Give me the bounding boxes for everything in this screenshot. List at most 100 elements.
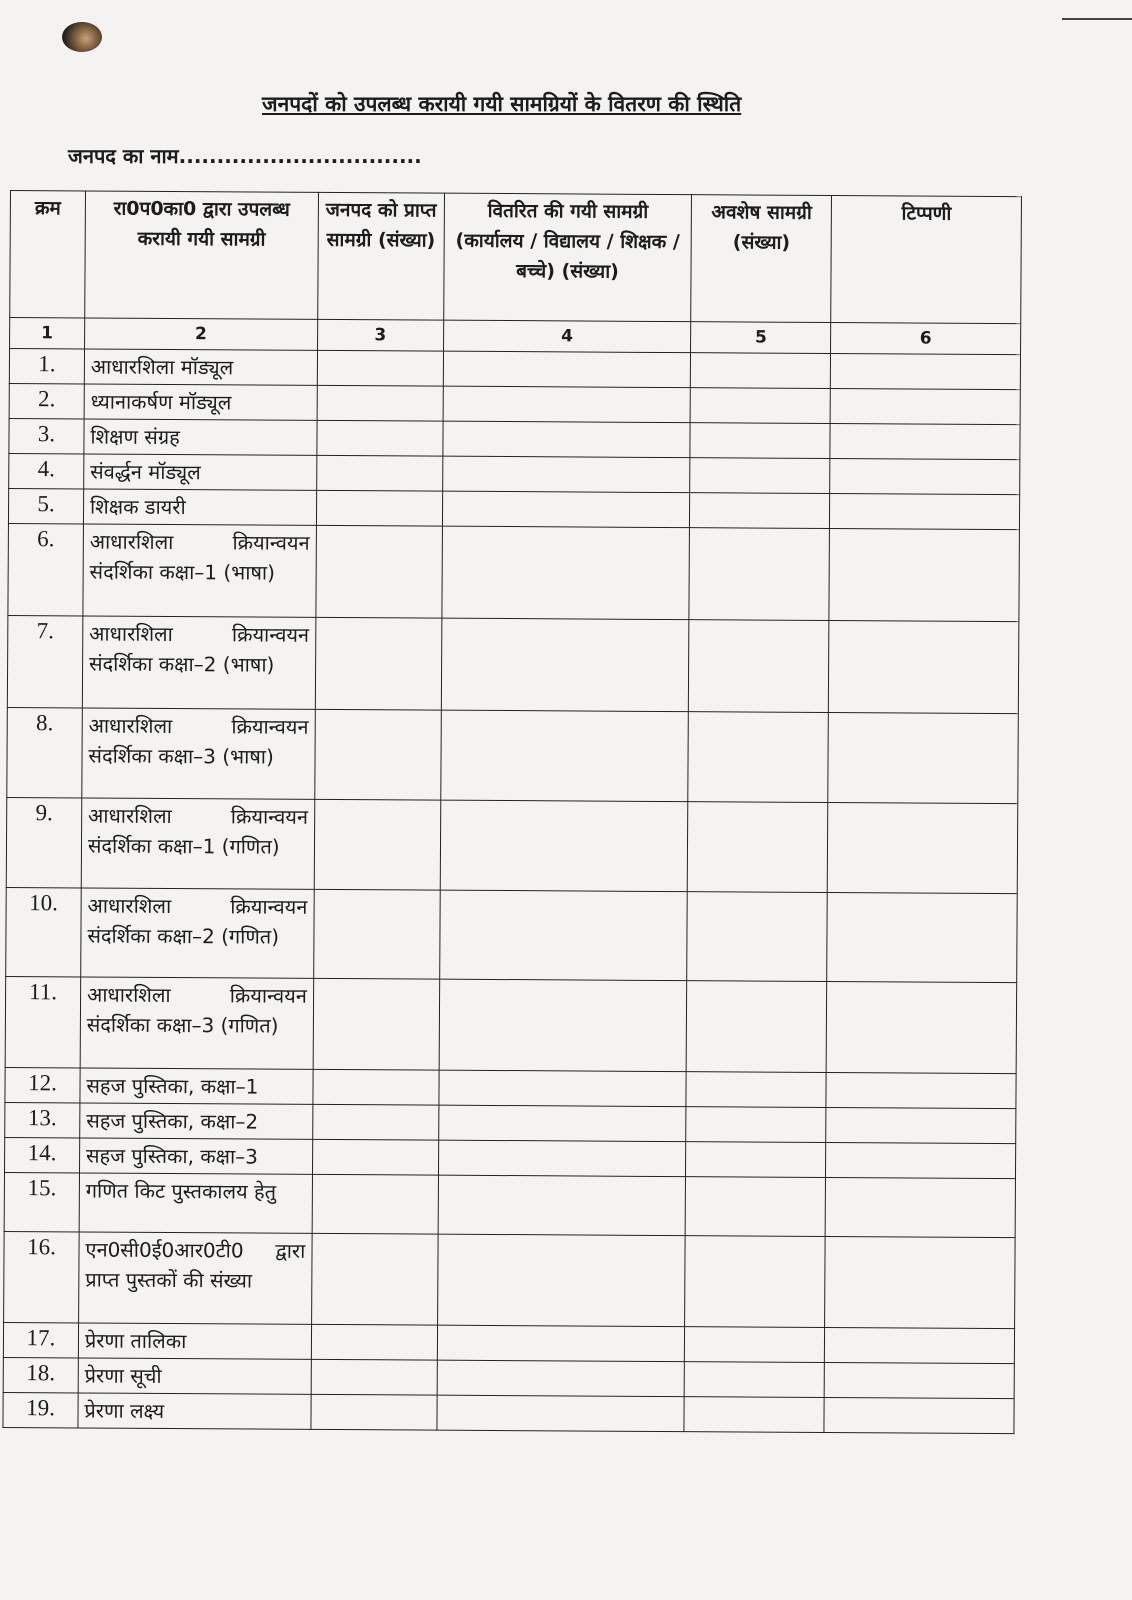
- received-count-cell: [311, 1324, 438, 1361]
- received-count-cell: [316, 385, 443, 422]
- distributed-count-cell: [441, 618, 690, 712]
- material-name: प्रेरणा तालिका: [78, 1322, 312, 1360]
- remarks-cell: [827, 802, 1018, 894]
- column-number: 5: [690, 321, 831, 354]
- district-name-field: जनपद का नाम.............................…: [68, 144, 422, 168]
- remaining-count-cell: [690, 422, 831, 459]
- remarks-cell: [826, 981, 1017, 1074]
- distributed-count-cell: [442, 386, 691, 423]
- distributed-count-cell: [436, 1395, 685, 1432]
- serial-number: 4.: [8, 453, 84, 489]
- material-name: प्रेरणा लक्ष्य: [77, 1392, 311, 1430]
- received-count-cell: [314, 709, 442, 801]
- received-count-cell: [311, 1174, 439, 1235]
- material-name: एन0सी0ई0आर0टी0 द्वारा प्राप्त पुस्तकों क…: [78, 1231, 312, 1325]
- distributed-count-cell: [437, 1175, 686, 1236]
- header-received: जनपद को प्राप्त सामग्री (संख्या): [317, 192, 445, 321]
- material-name: संवर्द्धन मॉड्यूल: [83, 453, 317, 491]
- received-count-cell: [310, 1359, 438, 1396]
- material-name: सहज पुस्तिका, कक्षा–2: [79, 1102, 313, 1140]
- remaining-count-cell: [690, 387, 831, 424]
- scan-smudge: [62, 22, 102, 52]
- material-name: आधारशिला क्रियान्वयन संदर्शिका कक्षा–1 (…: [82, 523, 317, 618]
- received-count-cell: [313, 889, 440, 980]
- table-row: 8. आधारशिला क्रियान्वयन संदर्शिका कक्षा–3…: [6, 707, 1019, 804]
- remaining-count-cell: [689, 527, 830, 621]
- received-count-cell: [315, 525, 443, 619]
- remarks-cell: [824, 1236, 1016, 1329]
- table-row: 19. प्रेरणा लक्ष्य: [2, 1392, 1015, 1434]
- material-name: आधारशिला क्रियान्वयन संदर्शिका कक्षा–2 (…: [80, 887, 315, 979]
- remaining-count-cell: [688, 711, 829, 803]
- distributed-count-cell: [442, 456, 691, 493]
- remaining-count-cell: [687, 891, 828, 982]
- remaining-count-cell: [688, 619, 830, 713]
- remarks-cell: [824, 1362, 1015, 1399]
- remarks-cell: [825, 1177, 1016, 1238]
- serial-number: 2.: [9, 383, 85, 419]
- remarks-cell: [828, 620, 1019, 714]
- remarks-cell: [830, 353, 1021, 390]
- distributed-count-cell: [442, 421, 691, 458]
- serial-number: 6.: [7, 523, 84, 616]
- serial-number: 9.: [6, 797, 82, 888]
- distributed-count-cell: [438, 1070, 687, 1107]
- table-row: 7. आधारशिला क्रियान्वयन संदर्शिका कक्षा–2…: [7, 615, 1019, 714]
- serial-number: 13.: [4, 1102, 80, 1138]
- serial-number: 8.: [6, 707, 83, 798]
- remaining-count-cell: [690, 457, 831, 494]
- remarks-cell: [827, 712, 1019, 804]
- serial-number: 15.: [4, 1172, 80, 1232]
- material-name: आधारशिला मॉड्यूल: [84, 348, 318, 386]
- remarks-cell: [826, 892, 1018, 983]
- header-distributed: वितरित की गयी सामग्री (कार्यालय / विद्या…: [443, 193, 692, 322]
- remaining-count-cell: [685, 1176, 826, 1237]
- distributed-count-cell: [438, 1105, 687, 1142]
- material-name: गणित किट पुस्तकालय हेतु: [79, 1172, 313, 1234]
- serial-number: 5.: [8, 488, 84, 524]
- table-row: 15. गणित किट पुस्तकालय हेतु: [4, 1172, 1016, 1238]
- distributed-count-cell: [442, 491, 691, 528]
- serial-number: 11.: [5, 976, 81, 1068]
- remaining-count-cell: [686, 1106, 827, 1143]
- header-serial: क्रम: [9, 190, 86, 318]
- serial-number: 18.: [3, 1357, 79, 1393]
- table-row: 11. आधारशिला क्रियान्वयन संदर्शिका कक्षा–…: [5, 976, 1017, 1074]
- received-count-cell: [310, 1394, 437, 1431]
- column-number: 4: [443, 320, 692, 353]
- serial-number: 10.: [5, 887, 82, 977]
- serial-number: 14.: [4, 1137, 80, 1173]
- distributed-count-cell: [440, 710, 689, 802]
- received-count-cell: [312, 1069, 439, 1106]
- received-count-cell: [315, 617, 442, 711]
- material-name: शिक्षण संग्रह: [83, 418, 317, 456]
- remarks-cell: [826, 1072, 1017, 1109]
- serial-number: 16.: [3, 1231, 80, 1323]
- serial-number: 17.: [3, 1322, 79, 1358]
- received-count-cell: [316, 455, 443, 492]
- remaining-count-cell: [684, 1235, 826, 1328]
- material-name: आधारशिला क्रियान्वयन संदर्शिका कक्षा–2 (…: [82, 615, 316, 710]
- column-number: 3: [317, 319, 444, 352]
- remarks-cell: [825, 1142, 1016, 1179]
- received-count-cell: [314, 799, 441, 891]
- material-name: सहज पुस्तिका, कक्षा–1: [79, 1067, 313, 1105]
- material-name: आधारशिला क्रियान्वयन संदर्शिका कक्षा–3 (…: [81, 707, 316, 800]
- received-count-cell: [316, 490, 443, 527]
- remaining-count-cell: [684, 1361, 825, 1398]
- table-row: 16. एन0सी0ई0आर0टी0 द्वारा प्राप्त पुस्तको…: [3, 1231, 1016, 1329]
- material-name: आधारशिला क्रियान्वयन संदर्शिका कक्षा–3 (…: [80, 976, 314, 1070]
- remaining-count-cell: [684, 1326, 825, 1363]
- received-count-cell: [317, 350, 444, 387]
- remarks-cell: [829, 528, 1020, 622]
- remaining-count-cell: [685, 1141, 826, 1178]
- material-name: आधारशिला क्रियान्वयन संदर्शिका कक्षा–1 (…: [81, 797, 315, 890]
- remarks-cell: [829, 458, 1020, 495]
- serial-number: 19.: [2, 1392, 79, 1428]
- distributed-count-cell: [439, 890, 688, 981]
- distributed-count-cell: [436, 1360, 685, 1397]
- received-count-cell: [311, 1233, 438, 1326]
- remarks-cell: [830, 423, 1021, 460]
- header-remaining: अवशेष सामग्री (संख्या): [691, 194, 832, 323]
- distributed-count-cell: [437, 1325, 685, 1362]
